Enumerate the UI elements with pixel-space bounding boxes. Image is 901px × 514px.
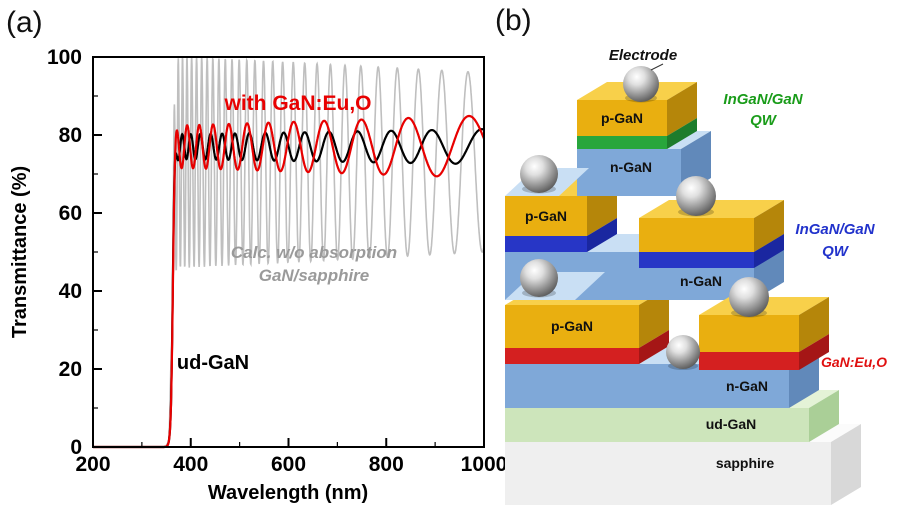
p-gan-front-face	[639, 218, 754, 252]
metal-spheres	[520, 66, 769, 370]
panel-b-label: (b)	[495, 4, 532, 37]
n-gan-label-middle: n-GaN	[680, 273, 722, 289]
chart-annotation-1: Calc. w/o absorption	[231, 243, 397, 262]
ud-gan-front-face	[505, 408, 809, 442]
gan-eu-o-side-face	[799, 334, 829, 370]
panel-a-label: (a)	[6, 6, 43, 39]
metal-sphere-bottom-center	[666, 335, 700, 370]
sphere	[520, 259, 558, 297]
qw-blue-front-face	[505, 236, 587, 252]
sphere	[666, 335, 700, 369]
metal-sphere-bottom-mesa	[729, 277, 769, 318]
qw-green-side-face	[667, 118, 697, 149]
p-gan-side-face	[754, 200, 784, 252]
n-gan-top-layer	[577, 131, 711, 196]
sapphire-side-face	[831, 424, 861, 505]
chart-annotation-2: GaN/sapphire	[259, 266, 370, 285]
p-gan-side-face	[799, 297, 829, 352]
metal-sphere-lower-left	[520, 259, 558, 298]
sphere	[520, 155, 558, 193]
metal-sphere-upper-left	[520, 155, 558, 194]
middle-right-mesa	[639, 200, 784, 268]
p-gan-label-middle: p-GaN	[525, 208, 567, 224]
y-tick-label: 0	[70, 436, 82, 459]
sphere	[623, 66, 659, 102]
chart-annotation-0: with GaN:Eu,O	[224, 92, 372, 115]
schematic-labels: Electrode p-GaN n-GaN InGaN/GaN QW p-GaN…	[525, 47, 887, 471]
gan-eu-o-label: GaN:Eu,O	[821, 354, 887, 370]
n-gan-top-front-face	[577, 149, 681, 196]
electrode-label: Electrode	[609, 47, 677, 64]
plot-area: 200 400 600 800 1000 0 20 40 60 80 100 with GaN:Eu,…	[47, 46, 507, 476]
y-tick-label: 20	[59, 358, 82, 381]
qw-green-front-face	[577, 136, 667, 149]
x-tick-label: 1000	[461, 453, 508, 476]
ud-gan-side-face	[809, 390, 839, 442]
qw-mid-label-line2: QW	[822, 243, 850, 260]
x-tick-label: 200	[75, 453, 110, 476]
gan-eu-o-side-face	[639, 330, 669, 364]
metal-sphere-middle-mesa	[676, 176, 716, 217]
panel-a-transmittance-chart: (a) Wavelength (nm) Transmittance (%) 20…	[6, 6, 507, 504]
y-tick-label: 60	[59, 202, 82, 225]
ud-gan-label: ud-GaN	[706, 416, 757, 432]
p-gan-label-bottom: p-GaN	[551, 318, 593, 334]
electrode-pointer-line	[650, 63, 664, 71]
qw-blue-side-face	[754, 234, 784, 268]
sapphire-label: sapphire	[716, 455, 775, 471]
y-axis-label: Transmittance (%)	[9, 166, 31, 338]
chart-annotation-3: ud-GaN	[177, 352, 249, 374]
n-gan-bottom-front-face	[505, 364, 789, 408]
top-mesa	[577, 82, 697, 149]
x-axis-label: Wavelength (nm)	[208, 482, 368, 504]
qw-blue-side-face	[587, 218, 617, 252]
x-tick-label: 600	[271, 453, 306, 476]
p-gan-side-face	[639, 287, 669, 348]
gan-eu-o-front-face	[505, 348, 639, 364]
p-gan-top-face	[639, 200, 784, 218]
sapphire-front-face	[505, 442, 831, 505]
p-gan-label-top: p-GaN	[601, 110, 643, 126]
y-tick-label: 80	[59, 124, 82, 147]
gan-eu-o-front-face	[699, 352, 799, 370]
sphere	[676, 176, 716, 216]
panel-b-device-schematic: (b)	[495, 4, 887, 505]
metal-sphere-electrode	[623, 66, 659, 103]
p-gan-front-face	[699, 315, 799, 352]
y-tick-label: 100	[47, 46, 82, 69]
qw-top-label-line1: InGaN/GaN	[723, 91, 803, 108]
qw-top-label-line2: QW	[750, 112, 778, 129]
qw-blue-front-face	[639, 252, 754, 268]
x-tick-label: 800	[369, 453, 404, 476]
n-gan-label-bottom: n-GaN	[726, 378, 768, 394]
p-gan-front-face	[505, 305, 639, 348]
p-gan-front-face	[505, 196, 587, 236]
qw-mid-label-line1: InGaN/GaN	[795, 221, 875, 238]
bottom-right-mesa	[699, 297, 829, 370]
y-tick-label: 40	[59, 280, 82, 303]
sphere	[729, 277, 769, 317]
x-tick-label: 400	[173, 453, 208, 476]
n-gan-label-top: n-GaN	[610, 159, 652, 175]
p-gan-front-face	[577, 100, 667, 136]
